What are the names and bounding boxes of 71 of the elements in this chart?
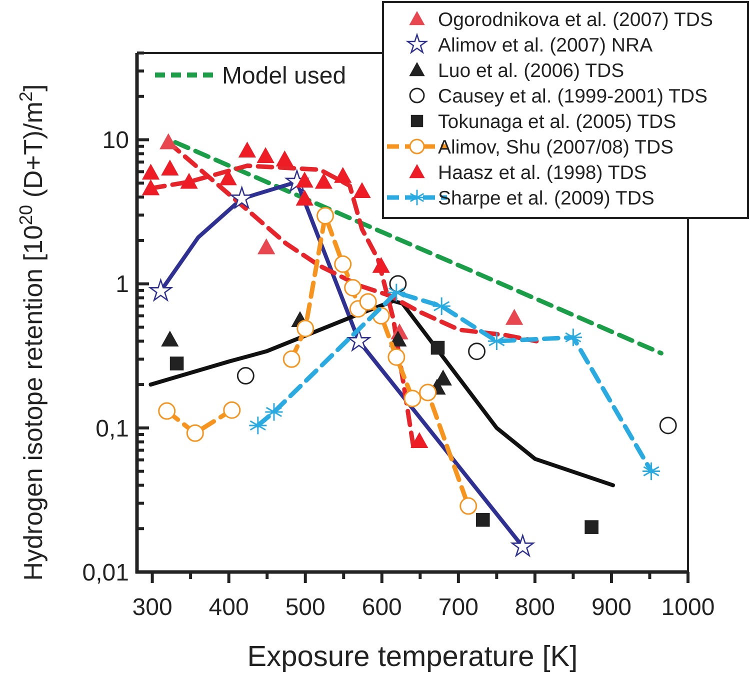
point (432, 296, 452, 316)
legend-label: Sharpe et al. (2009) TDS (438, 187, 654, 210)
legend-label: Alimov, Shu (2007/08) TDS (438, 136, 674, 158)
point (419, 384, 437, 402)
point (316, 206, 334, 224)
point (476, 512, 490, 527)
point (511, 534, 534, 556)
point (180, 173, 198, 189)
point (238, 142, 256, 158)
point (315, 173, 332, 189)
point (334, 168, 352, 183)
x-tick-label: 400 (208, 594, 249, 621)
point (161, 331, 178, 347)
point (353, 182, 370, 198)
point (161, 160, 178, 176)
point (348, 329, 370, 351)
point (158, 402, 176, 420)
point (296, 190, 314, 206)
y-tick-label: 10 (102, 127, 129, 154)
point (160, 134, 177, 150)
point (386, 282, 406, 302)
point (388, 348, 406, 366)
point (506, 309, 523, 325)
x-tick-label: 700 (438, 594, 478, 621)
x-tick-label: 600 (362, 594, 402, 621)
legend-label: Haasz et al. (1998) TDS (438, 162, 647, 184)
x-tick-label: 800 (514, 594, 555, 621)
point (248, 416, 268, 436)
point (487, 332, 506, 351)
legend-label: Luo et al. (2006) TDS (438, 60, 624, 82)
point (430, 340, 445, 355)
point (344, 278, 362, 296)
point (220, 170, 237, 186)
y-tick-label: 0,01 (82, 559, 129, 586)
point (410, 432, 428, 448)
x-tick-label: 500 (285, 594, 326, 621)
legend-label: Alimov et al. (2007) NRA (438, 34, 653, 56)
point (142, 180, 160, 196)
point (642, 462, 661, 481)
point (264, 402, 284, 422)
point (468, 342, 486, 360)
point (149, 279, 172, 301)
point (258, 238, 275, 254)
point (359, 293, 377, 311)
point (564, 328, 583, 347)
point (276, 150, 294, 166)
x-axis-title: Exposure temperature [K] (247, 641, 578, 673)
y-tick-label: 1 (116, 271, 129, 298)
x-tick-label: 1000 (661, 594, 715, 621)
legend-label: Causey et al. (1999-2001) TDS (438, 85, 708, 108)
x-tick-label: 900 (591, 594, 632, 621)
point (460, 497, 478, 515)
point (334, 255, 352, 273)
point (257, 148, 274, 163)
point (223, 401, 241, 419)
y-tick-label: 0,1 (96, 415, 129, 442)
legend-label: Model used (222, 62, 346, 90)
point (170, 356, 184, 370)
point (659, 416, 677, 434)
point (282, 350, 300, 368)
x-tick-label: 300 (132, 594, 172, 621)
point (404, 390, 422, 408)
legend-label: Ogorodnikova et al. (2007) TDS (438, 8, 713, 31)
point (142, 164, 160, 180)
line-series (148, 299, 616, 488)
legend-label: Tokunaga et al. (2005) TDS (438, 110, 676, 133)
point (186, 424, 204, 442)
point (236, 367, 254, 385)
point (584, 520, 598, 534)
point (372, 257, 390, 273)
point (296, 320, 314, 338)
